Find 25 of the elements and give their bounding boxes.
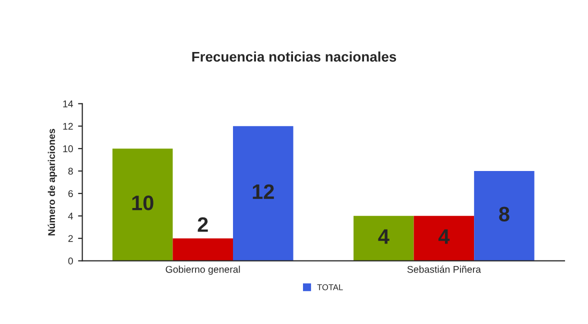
bar <box>474 171 534 261</box>
y-tick-label: 10 <box>63 145 73 152</box>
y-tick-label: 8 <box>68 168 73 175</box>
y-tick-label: 4 <box>68 212 74 220</box>
chart-title: Frecuencia noticias nacionales <box>192 51 396 62</box>
y-tick-label: 12 <box>63 122 73 130</box>
y-tick-label: 0 <box>68 258 73 264</box>
data-label: 2 <box>198 217 208 232</box>
bar <box>354 216 414 261</box>
y-tick-label: 14 <box>63 100 74 108</box>
legend-label: TOTAL <box>317 284 343 290</box>
data-label: 4 <box>438 229 450 244</box>
y-axis-title: Número de apariciones <box>48 128 57 236</box>
y-tick-label: 2 <box>68 235 73 242</box>
data-label: 12 <box>252 184 274 199</box>
data-label: 8 <box>499 206 510 222</box>
y-tick-label: 6 <box>68 190 73 198</box>
bar <box>112 148 173 261</box>
x-tick-label: Sebastián Piñera <box>407 266 481 273</box>
data-label: 10 <box>132 196 154 210</box>
bar <box>232 126 294 261</box>
data-label: 4 <box>378 229 390 244</box>
x-tick-label: Gobierno general <box>166 266 240 275</box>
bar <box>172 238 233 261</box>
bar <box>414 216 474 261</box>
